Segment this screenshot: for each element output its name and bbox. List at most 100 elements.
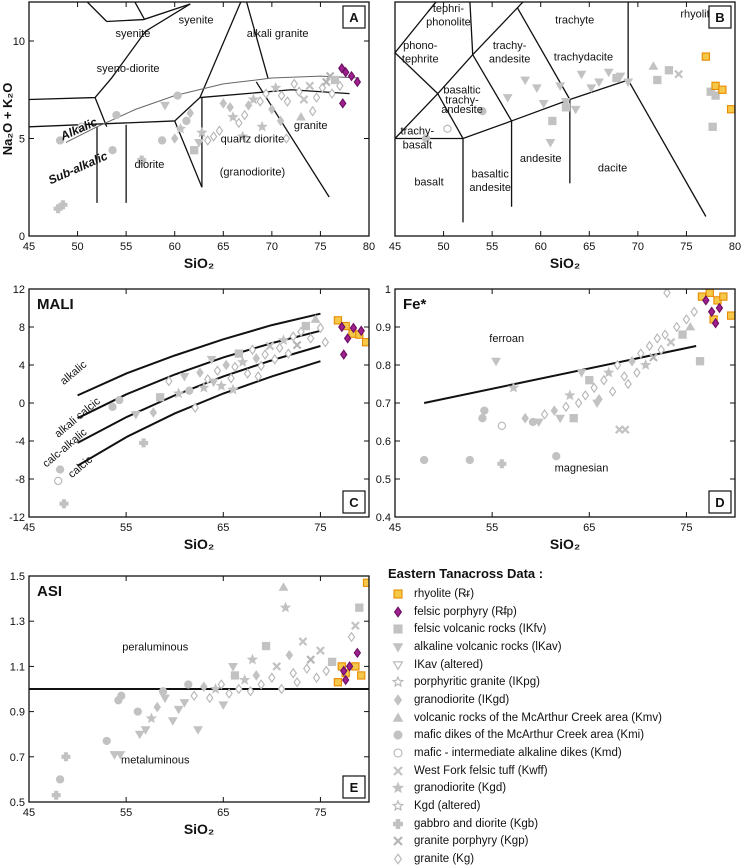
data-point — [234, 349, 243, 358]
data-point — [109, 751, 120, 760]
field-label: tephrite — [402, 53, 439, 65]
field-label: metaluminous — [121, 755, 190, 767]
data-point — [480, 406, 489, 415]
data-point — [227, 383, 239, 395]
data-point — [685, 321, 696, 331]
data-point — [347, 631, 356, 643]
data-point — [290, 78, 298, 90]
legend-symbol — [391, 675, 405, 688]
y-tick-label: 1.1 — [10, 661, 25, 673]
data-point — [701, 52, 711, 61]
panel-label: A — [349, 10, 359, 25]
data-point — [586, 84, 597, 93]
data-point — [272, 662, 282, 671]
data-point — [520, 76, 531, 86]
y-tick-label: 4 — [19, 360, 25, 372]
data-point — [672, 321, 681, 333]
field-label: magnesian — [555, 462, 609, 474]
data-point — [711, 81, 720, 90]
y-tick-label: 1.3 — [10, 616, 25, 628]
data-point — [218, 701, 229, 710]
data-point — [620, 425, 630, 434]
data-point — [134, 730, 145, 740]
legend-label: volcanic rocks of the McArthur Creek are… — [414, 711, 662, 724]
legend-item: IKav (altered) — [384, 656, 744, 674]
y-tick-label: -12 — [9, 512, 25, 524]
data-point — [246, 685, 255, 697]
data-point — [227, 373, 235, 384]
x-stroke — [299, 95, 309, 104]
panel-label: B — [715, 10, 724, 25]
legend-item: felsic porphyry (R̶fp) — [384, 603, 744, 621]
panel-d: ferroan magnesian 45 55 65 75 0.4 0.5 0.6 0.7 0.8 0… — [376, 284, 736, 552]
data-point — [443, 124, 452, 133]
data-point — [262, 88, 270, 99]
alkalic-subalkalic-curve — [65, 75, 360, 143]
field-label: syenite — [116, 28, 151, 40]
data-point — [217, 679, 226, 690]
x-stroke — [265, 341, 275, 351]
legend-symbol — [392, 643, 404, 653]
y-tick-label: 0.9 — [10, 707, 25, 719]
data-point — [581, 390, 590, 401]
data-point — [55, 136, 65, 145]
data-point — [268, 103, 276, 115]
ikgd-symbol-icon — [393, 694, 403, 706]
legend-symbol — [391, 781, 405, 794]
data-point — [190, 690, 198, 702]
data-point — [333, 316, 343, 325]
data-point — [279, 601, 292, 613]
legend-label: felsic porphyry (R̶fp) — [414, 605, 517, 618]
x-tick-label: 70 — [266, 241, 278, 253]
field-boundary — [472, 54, 513, 122]
panel-e: peraluminous metaluminous 45 55 65 75 0.5 0.7 0.… — [10, 571, 370, 837]
plot-frame — [394, 1, 736, 237]
field-label: syeno-diorite — [97, 63, 160, 75]
data-point — [321, 336, 330, 348]
legend-symbol — [393, 748, 403, 758]
data-point — [261, 349, 269, 360]
data-point — [623, 78, 634, 88]
data-point — [246, 653, 259, 665]
data-point — [252, 353, 261, 364]
series-label: Sub-alkalic — [46, 149, 110, 188]
field-label: trachydacite — [554, 52, 613, 64]
data-point — [548, 116, 557, 126]
legend-item: mafic - intermediate alkaline dikes (Kmd… — [384, 744, 744, 762]
kg-symbol-icon — [393, 853, 403, 865]
x-tick-label: 45 — [389, 522, 401, 534]
legend-item: alkaline volcanic rocks (lKav) — [384, 638, 744, 656]
field-label: andesite — [520, 153, 562, 165]
data-point — [247, 93, 260, 105]
data-point — [189, 146, 199, 155]
panel-title: MALI — [37, 296, 74, 313]
legend-item: gabbro and diorite (Kgb) — [384, 815, 744, 833]
x-tick-label: 70 — [632, 241, 644, 253]
data-point — [649, 353, 658, 362]
data-point — [172, 387, 185, 399]
data-point — [355, 603, 364, 612]
legend-symbol — [391, 799, 405, 812]
data-point — [357, 325, 365, 337]
legend-item: granite porphyry (Kgp) — [384, 833, 744, 851]
data-point — [666, 337, 676, 347]
plot-frame — [28, 1, 370, 237]
x-stroke — [298, 637, 308, 646]
legend-label: gabbro and diorite (Kgb) — [414, 817, 539, 830]
x-tick-label: 60 — [535, 241, 547, 253]
field-boundary — [134, 2, 146, 20]
data-point — [237, 130, 249, 142]
data-point — [608, 386, 617, 397]
legend-item: granodiorite (Kgd) — [384, 780, 744, 798]
x-stroke — [393, 836, 403, 847]
field-boundary — [94, 97, 108, 128]
legend-symbol — [392, 660, 404, 671]
data-point — [321, 77, 331, 87]
data-point — [275, 342, 284, 354]
legend-label: granodiorite (Kgd) — [414, 782, 507, 795]
x-stroke — [325, 71, 335, 81]
data-point — [179, 699, 190, 708]
data-point — [550, 405, 559, 416]
legend-symbol — [393, 765, 403, 776]
x-stroke — [272, 662, 282, 671]
